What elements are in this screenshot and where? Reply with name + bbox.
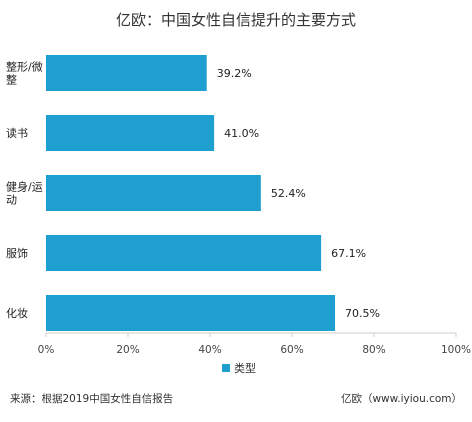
legend-swatch: [222, 364, 230, 372]
bar-1: [46, 115, 215, 151]
value-label-4: 70.5%: [345, 307, 380, 320]
chart-title: 亿欧：中国女性自信提升的主要方式: [116, 11, 356, 29]
value-label-3: 67.1%: [331, 247, 366, 260]
x-axis: 0% 20% 40% 60% 80% 100%: [38, 332, 471, 356]
category-label-0: 整形/微整: [6, 60, 43, 87]
source-note: 来源：根据2019中国女性自信报告: [10, 392, 173, 405]
credit-note: 亿欧（www.iyiou.com）: [341, 392, 462, 405]
x-tick-label-2: 40%: [198, 344, 221, 356]
x-tick-label-3: 60%: [280, 344, 303, 356]
category-label-2: 健身/运动: [6, 180, 43, 207]
value-label-0: 39.2%: [217, 67, 252, 80]
x-tick-label-5: 100%: [441, 344, 471, 356]
bar-3: [46, 235, 322, 271]
bar-0: [46, 55, 207, 91]
legend: 类型: [222, 361, 256, 375]
bar-4: [46, 295, 336, 331]
category-label-4: 化妆: [6, 306, 28, 320]
value-label-1: 41.0%: [224, 127, 259, 140]
category-label-3: 服饰: [6, 246, 28, 260]
value-label-2: 52.4%: [271, 187, 306, 200]
x-tick-label-4: 80%: [362, 344, 385, 356]
x-tick-label-0: 0%: [38, 344, 55, 356]
bar-2: [46, 175, 261, 211]
category-label-1: 读书: [6, 126, 28, 140]
bars-layer: 整形/微整 39.2% 读书 41.0% 健身/运动 52.4% 服饰 67.1% 化妆 70.5…: [6, 55, 380, 331]
legend-label: 类型: [234, 361, 256, 375]
x-tick-label-1: 20%: [116, 344, 139, 356]
